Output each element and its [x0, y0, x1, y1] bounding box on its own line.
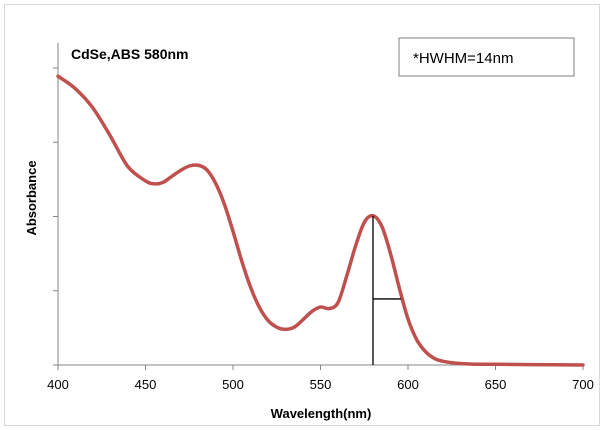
x-tick-label: 400 [47, 377, 69, 392]
hwhm-markers [372, 215, 401, 365]
x-tick-label: 450 [135, 377, 157, 392]
y-axis-title: Absorbance [24, 160, 39, 235]
absorbance-series-line [56, 74, 585, 367]
series-layer [56, 74, 585, 367]
x-axis-title: Wavelength(nm) [271, 406, 372, 421]
x-tick-label: 700 [572, 377, 594, 392]
x-tick-label: 600 [397, 377, 419, 392]
x-tick-label: 550 [310, 377, 332, 392]
chart-title: CdSe,ABS 580nm [71, 46, 188, 62]
axes [57, 43, 583, 366]
annotation-box [398, 37, 575, 77]
x-tick-label: 500 [222, 377, 244, 392]
ticks: 400 450 500 550 600 650 700 [47, 67, 594, 392]
annotation-text: *HWHM=14nm [413, 50, 513, 67]
x-tick-label: 650 [485, 377, 507, 392]
